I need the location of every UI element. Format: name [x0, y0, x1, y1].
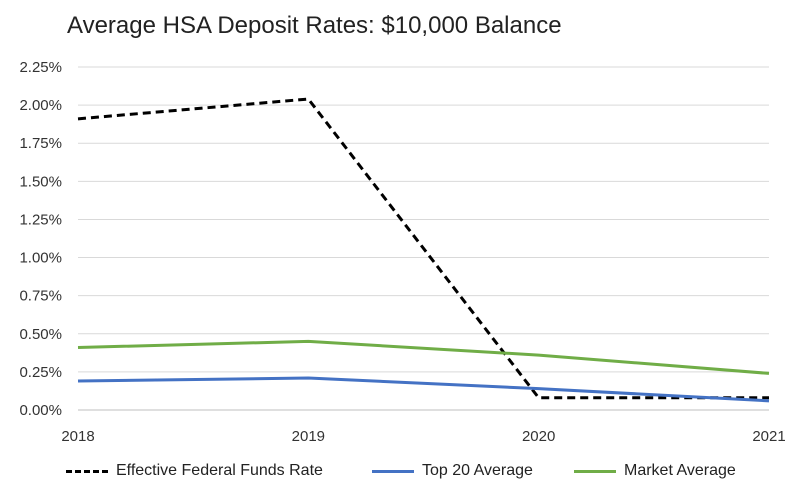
legend-label: Market Average [624, 462, 736, 479]
legend-item-top-20-average: Top 20 Average [372, 462, 533, 480]
y-tick-label: 0.25% [19, 364, 62, 381]
y-tick-label: 0.00% [19, 402, 62, 419]
y-tick-label: 1.25% [19, 211, 62, 228]
y-tick-label: 0.50% [19, 326, 62, 343]
x-tick-label: 2018 [61, 428, 94, 445]
y-tick-label: 1.50% [19, 173, 62, 190]
chart-title: Average HSA Deposit Rates: $10,000 Balan… [67, 12, 562, 39]
x-tick-label: 2019 [292, 428, 325, 445]
legend-swatch-blue [372, 469, 414, 473]
y-tick-label: 1.75% [19, 135, 62, 152]
series-line-effective-federal-funds-rate [77, 97, 769, 400]
chart-legend: Effective Federal Funds Rate Top 20 Aver… [0, 462, 809, 486]
legend-item-effective-federal-funds-rate: Effective Federal Funds Rate [66, 462, 323, 480]
legend-swatch-dashed [66, 469, 108, 473]
y-tick-label: 1.00% [19, 250, 62, 267]
y-tick-label: 2.00% [19, 97, 62, 114]
legend-label: Effective Federal Funds Rate [116, 462, 323, 479]
x-tick-label: 2020 [522, 428, 555, 445]
legend-label: Top 20 Average [422, 462, 533, 479]
legend-item-market-average: Market Average [574, 462, 736, 480]
y-tick-label: 0.75% [19, 288, 62, 305]
series-line-top-20-average [77, 376, 770, 403]
legend-swatch-green [574, 469, 616, 473]
x-tick-label: 2021 [752, 428, 785, 445]
y-tick-label: 2.25% [19, 59, 62, 76]
series-line-market-average [77, 339, 770, 375]
